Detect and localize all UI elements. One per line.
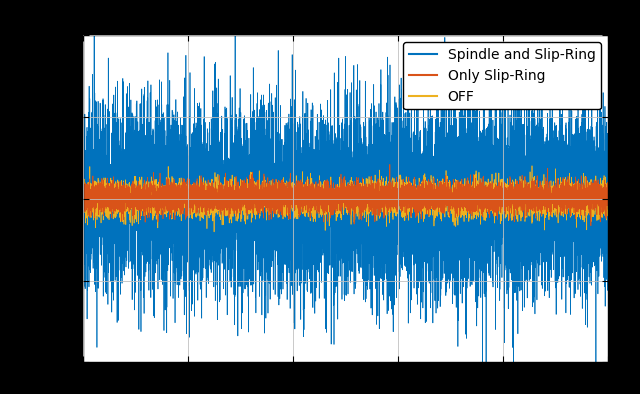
OFF xyxy=(528,164,536,168)
Only Slip-Ring xyxy=(587,223,595,228)
OFF xyxy=(101,205,109,210)
Spindle and Slip-Ring xyxy=(111,217,118,222)
OFF xyxy=(82,188,90,193)
Only Slip-Ring xyxy=(79,200,87,205)
Only Slip-Ring xyxy=(111,193,118,197)
Only Slip-Ring xyxy=(101,195,109,200)
Spindle and Slip-Ring xyxy=(79,174,87,178)
Only Slip-Ring xyxy=(82,194,90,199)
Spindle and Slip-Ring xyxy=(82,230,90,234)
Spindle and Slip-Ring xyxy=(577,178,584,182)
OFF xyxy=(211,229,218,234)
OFF xyxy=(79,193,87,198)
Spindle and Slip-Ring xyxy=(182,199,190,204)
OFF xyxy=(577,190,584,195)
Line: OFF: OFF xyxy=(83,166,608,232)
Only Slip-Ring xyxy=(182,195,190,200)
Legend: Spindle and Slip-Ring, Only Slip-Ring, OFF: Spindle and Slip-Ring, Only Slip-Ring, O… xyxy=(403,43,601,110)
OFF xyxy=(111,199,118,203)
Only Slip-Ring xyxy=(604,207,612,212)
OFF xyxy=(604,199,612,203)
Spindle and Slip-Ring xyxy=(231,17,239,22)
Only Slip-Ring xyxy=(577,203,584,207)
Spindle and Slip-Ring xyxy=(336,167,344,172)
OFF xyxy=(182,198,190,203)
Line: Spindle and Slip-Ring: Spindle and Slip-Ring xyxy=(83,19,608,379)
Spindle and Slip-Ring xyxy=(604,167,612,172)
Only Slip-Ring xyxy=(386,162,394,167)
Only Slip-Ring xyxy=(336,186,344,190)
OFF xyxy=(336,206,344,211)
Spindle and Slip-Ring xyxy=(101,181,109,186)
Spindle and Slip-Ring xyxy=(592,376,600,381)
Line: Only Slip-Ring: Only Slip-Ring xyxy=(83,164,608,226)
